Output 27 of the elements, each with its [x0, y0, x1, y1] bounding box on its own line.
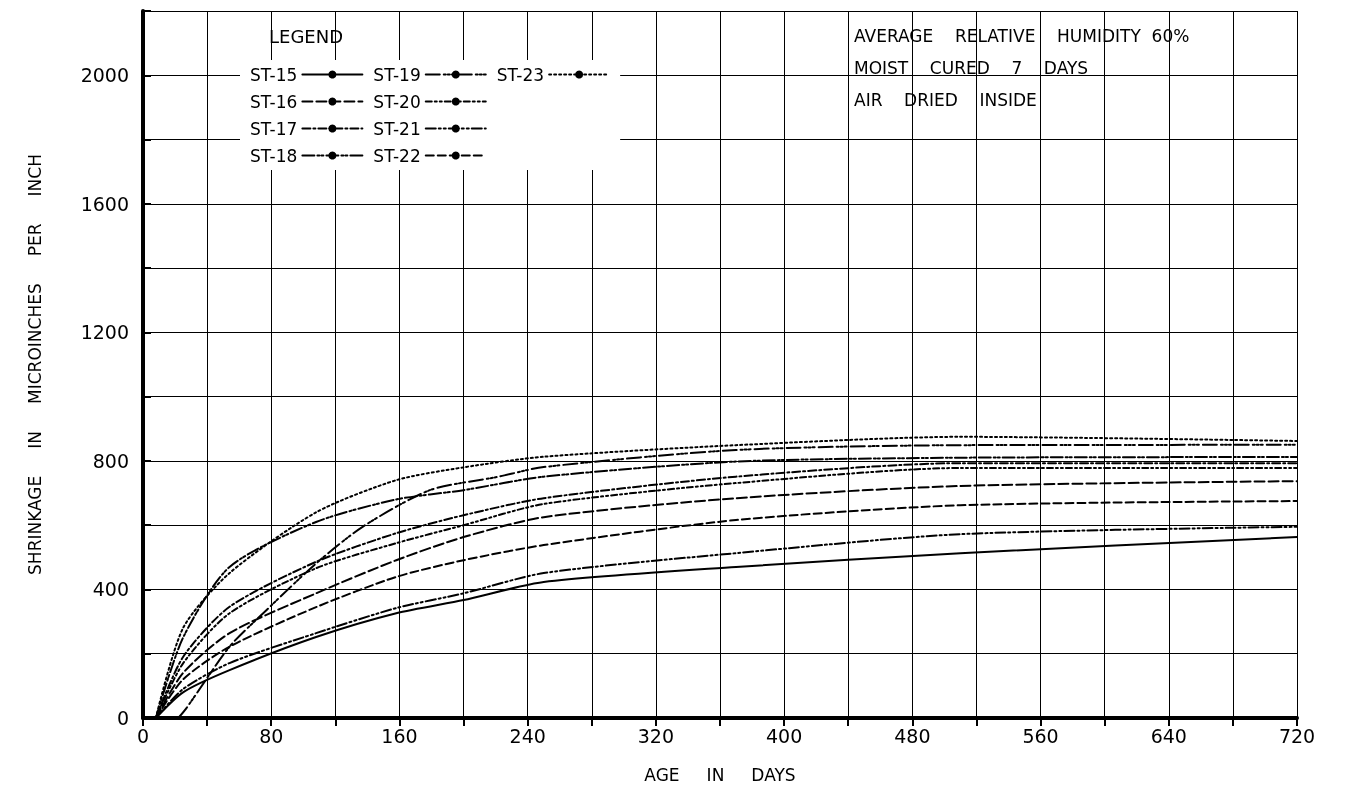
x-tick-label: 480 — [894, 724, 931, 747]
x-tick-label: 640 — [1150, 724, 1187, 747]
x-tick-label: 160 — [381, 724, 418, 747]
y-axis-title: SHRINKAGE IN MICROINCHES PER INCH — [24, 154, 45, 575]
x-tick-label: 400 — [765, 724, 803, 747]
legend-label: ST-19 — [373, 64, 421, 85]
legend-label: ST-23 — [496, 64, 545, 85]
x-tick-label: 560 — [1022, 724, 1059, 747]
legend-label: ST-15 — [249, 64, 298, 85]
y-tick-label: 1600 — [80, 192, 129, 215]
x-axis-title: AGE IN DAYS — [644, 764, 796, 785]
legend-label: ST-17 — [249, 118, 298, 139]
legend-label: ST-22 — [373, 145, 421, 166]
x-tick-label: 0 — [136, 724, 150, 747]
y-tick-label: 800 — [92, 449, 129, 472]
y-tick-label: 400 — [92, 578, 129, 601]
y-tick-label: 2000 — [80, 64, 129, 87]
y-tick-label: 0 — [116, 707, 129, 729]
x-tick-label: 240 — [509, 724, 546, 747]
legend-label: ST-16 — [249, 91, 298, 112]
x-tick-label: 80 — [259, 724, 284, 747]
legend-label: ST-20 — [373, 91, 421, 112]
x-tick-label: 320 — [637, 724, 675, 747]
y-tick-label: 1200 — [80, 321, 129, 344]
legend-label: ST-18 — [249, 145, 298, 166]
legend-label: ST-21 — [373, 118, 421, 139]
x-tick-label: 720 — [1278, 724, 1316, 747]
